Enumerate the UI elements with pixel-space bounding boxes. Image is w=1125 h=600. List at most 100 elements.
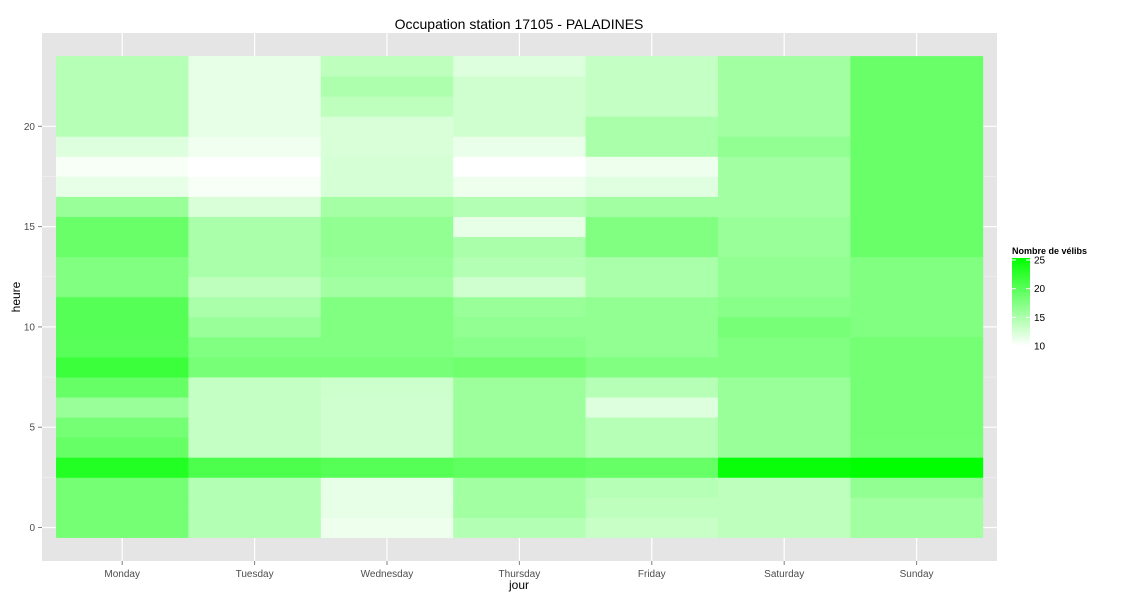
heatmap-tile [718, 136, 851, 157]
heatmap-tile [320, 136, 454, 157]
heatmap-tile [56, 336, 189, 358]
heatmap-tile [585, 256, 719, 278]
heatmap-tile [188, 76, 322, 97]
heatmap-tile [453, 176, 586, 197]
y-tick-label: 10 [24, 322, 36, 333]
heatmap-tile [320, 96, 454, 117]
heatmap-tile [718, 437, 851, 458]
heatmap-tile [585, 477, 719, 498]
heatmap-tile [718, 196, 851, 217]
heatmap-tile [585, 196, 719, 217]
heatmap-tile [718, 316, 851, 338]
legend-tick-label: 25 [1034, 256, 1046, 267]
heatmap-tile [850, 196, 984, 217]
heatmap-tile [56, 296, 189, 318]
heatmap-tile [188, 457, 322, 478]
heatmap-tile [850, 216, 984, 238]
heatmap-tile [320, 76, 454, 97]
heatmap-tile [585, 276, 719, 298]
heatmap-tile [718, 156, 851, 177]
x-axis: Monday Tuesday Wednesday Thursday Friday Satu… [104, 561, 934, 580]
heatmap-tile [320, 156, 454, 177]
heatmap-tile [56, 176, 189, 197]
heatmap-tile [585, 356, 719, 378]
heatmap-tile [453, 96, 586, 117]
heatmap-tile [188, 497, 322, 518]
heatmap-tile [850, 296, 984, 318]
heatmap-tile [718, 56, 851, 77]
heatmap-tiles [56, 56, 984, 538]
heatmap-tile [188, 517, 322, 538]
x-tick-label: Sunday [900, 569, 934, 580]
heatmap-tile [850, 477, 984, 498]
heatmap-tile [718, 216, 851, 238]
heatmap-tile [320, 276, 454, 298]
heatmap-tile [850, 497, 984, 518]
heatmap-tile [585, 316, 719, 338]
heatmap-tile [188, 96, 322, 117]
heatmap-tile [320, 176, 454, 197]
heatmap-tile [850, 176, 984, 197]
heatmap-tile [56, 96, 189, 117]
heatmap-tile [453, 256, 586, 278]
x-tick-label: Wednesday [361, 569, 414, 580]
heatmap-tile [320, 196, 454, 217]
legend-colorbar [1012, 258, 1030, 346]
legend-tick-label: 10 [1034, 342, 1046, 353]
heatmap-tile [320, 517, 454, 538]
heatmap-tile [453, 196, 586, 217]
heatmap-tile [453, 397, 586, 418]
heatmap-tile [718, 116, 851, 137]
heatmap-tile [453, 517, 586, 538]
heatmap-tile [320, 256, 454, 278]
heatmap-tile [188, 176, 322, 197]
heatmap-tile [850, 156, 984, 177]
heatmap-tile [320, 216, 454, 238]
heatmap-tile [718, 96, 851, 117]
color-legend: Nombre de vélibs 10 15 20 25 [1012, 246, 1087, 353]
heatmap-tile [585, 216, 719, 238]
heatmap-tile [718, 236, 851, 258]
heatmap-tile [453, 437, 586, 458]
heatmap-tile [585, 96, 719, 117]
y-tick-label: 0 [29, 523, 35, 534]
heatmap-tile [56, 377, 189, 398]
heatmap-tile [585, 296, 719, 318]
heatmap-tile [585, 437, 719, 458]
heatmap-tile [718, 417, 851, 438]
heatmap-tile [453, 76, 586, 97]
heatmap-tile [188, 196, 322, 217]
heatmap-tile [453, 336, 586, 358]
heatmap-tile [453, 56, 586, 77]
heatmap-tile [718, 296, 851, 318]
heatmap-tile [718, 356, 851, 378]
heatmap-tile [718, 336, 851, 358]
heatmap-tile [850, 116, 984, 137]
heatmap-tile [56, 437, 189, 458]
heatmap-tile [56, 236, 189, 258]
heatmap-tile [850, 457, 984, 478]
heatmap-tile [188, 216, 322, 238]
heatmap-tile [453, 156, 586, 177]
heatmap-tile [188, 256, 322, 278]
heatmap-tile [718, 397, 851, 418]
heatmap-tile [585, 176, 719, 197]
heatmap-tile [718, 517, 851, 538]
heatmap-tile [453, 236, 586, 258]
y-tick-label: 15 [24, 222, 36, 233]
heatmap-tile [320, 457, 454, 478]
heatmap-tile [453, 377, 586, 398]
heatmap-tile [453, 216, 586, 238]
heatmap-tile [585, 156, 719, 177]
heatmap-tile [453, 457, 586, 478]
heatmap-tile [320, 417, 454, 438]
heatmap-tile [320, 497, 454, 518]
heatmap-tile [320, 477, 454, 498]
x-tick-label: Monday [104, 569, 140, 580]
heatmap-tile [188, 417, 322, 438]
heatmap-tile [850, 96, 984, 117]
heatmap-tile [850, 136, 984, 157]
heatmap-tile [320, 316, 454, 338]
heatmap-tile [585, 336, 719, 358]
x-tick-label: Friday [638, 569, 666, 580]
